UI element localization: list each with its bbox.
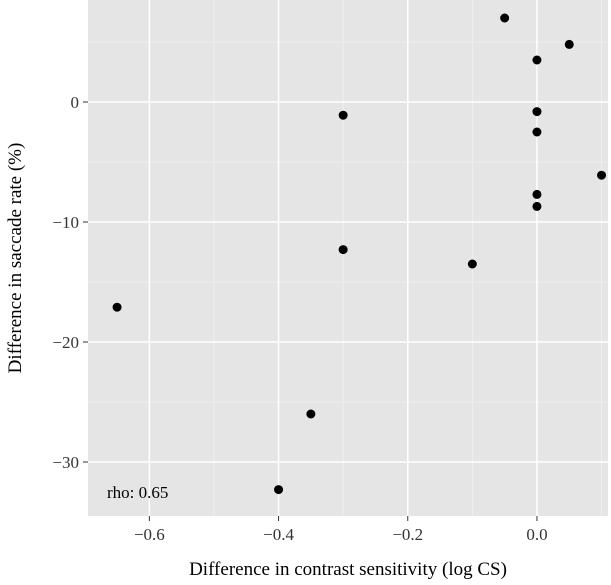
data-point [274, 485, 284, 495]
x-tick-label: −0.2 [392, 525, 423, 544]
data-point [112, 302, 122, 312]
rho-annotation: rho: 0.65 [107, 483, 168, 502]
x-axis-title: Difference in contrast sensitivity (log … [189, 559, 507, 580]
data-point [532, 127, 542, 137]
x-tick-label: −0.6 [134, 525, 165, 544]
data-point [597, 170, 607, 180]
data-point [532, 55, 542, 65]
data-point [532, 107, 542, 117]
data-point [532, 201, 542, 211]
y-axis-ticks: −30 −20 −10 0 [52, 93, 88, 472]
minor-grid [88, 0, 608, 516]
x-axis-ticks: −0.6 −0.4 −0.2 0.0 [134, 516, 548, 544]
data-points [112, 13, 607, 495]
data-point [564, 39, 574, 49]
y-tick-label: −10 [52, 213, 79, 232]
y-tick-label: 0 [71, 93, 80, 112]
data-point [338, 245, 348, 255]
x-tick-label: −0.4 [263, 525, 294, 544]
y-axis-title: Difference in saccade rate (%) [5, 143, 26, 374]
major-grid [88, 0, 608, 516]
data-point [532, 189, 542, 199]
data-point [306, 409, 316, 419]
data-point [338, 110, 348, 120]
plot-panel [88, 0, 608, 516]
data-point [467, 259, 477, 269]
x-tick-label: 0.0 [526, 525, 547, 544]
y-tick-label: −30 [52, 453, 79, 472]
y-tick-label: −20 [52, 333, 79, 352]
data-point [500, 13, 510, 23]
